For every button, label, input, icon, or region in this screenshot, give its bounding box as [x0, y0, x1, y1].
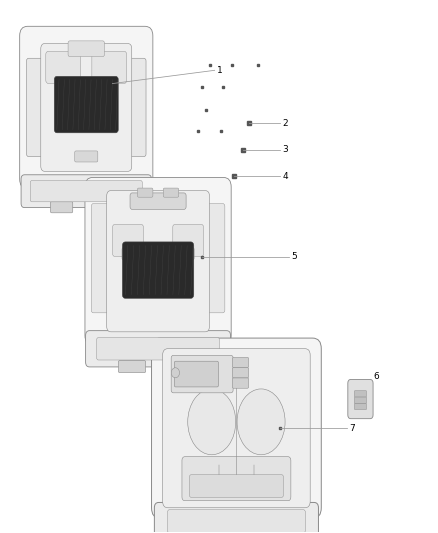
FancyBboxPatch shape — [27, 58, 45, 157]
Ellipse shape — [237, 389, 285, 455]
FancyBboxPatch shape — [41, 43, 132, 172]
FancyBboxPatch shape — [20, 26, 153, 189]
FancyBboxPatch shape — [173, 224, 204, 256]
FancyBboxPatch shape — [171, 356, 233, 393]
FancyBboxPatch shape — [122, 248, 141, 260]
FancyBboxPatch shape — [85, 330, 230, 367]
FancyBboxPatch shape — [354, 403, 367, 410]
Text: 2: 2 — [282, 119, 288, 128]
FancyBboxPatch shape — [21, 175, 152, 207]
FancyBboxPatch shape — [189, 475, 283, 497]
FancyBboxPatch shape — [152, 338, 321, 519]
FancyBboxPatch shape — [138, 188, 153, 197]
Text: 4: 4 — [282, 172, 288, 181]
FancyBboxPatch shape — [97, 337, 219, 360]
FancyBboxPatch shape — [30, 181, 142, 202]
FancyBboxPatch shape — [91, 204, 113, 313]
FancyBboxPatch shape — [50, 202, 73, 213]
FancyBboxPatch shape — [354, 391, 367, 397]
FancyBboxPatch shape — [233, 357, 249, 368]
FancyBboxPatch shape — [167, 510, 305, 533]
FancyBboxPatch shape — [113, 224, 143, 256]
FancyBboxPatch shape — [163, 188, 179, 197]
FancyBboxPatch shape — [154, 503, 318, 533]
FancyBboxPatch shape — [68, 41, 104, 56]
FancyBboxPatch shape — [130, 193, 186, 209]
FancyBboxPatch shape — [162, 349, 310, 508]
FancyBboxPatch shape — [174, 361, 219, 387]
FancyBboxPatch shape — [107, 191, 209, 332]
FancyBboxPatch shape — [182, 457, 291, 500]
FancyBboxPatch shape — [233, 368, 249, 378]
FancyBboxPatch shape — [204, 204, 225, 313]
FancyBboxPatch shape — [118, 360, 146, 373]
Text: 6: 6 — [374, 372, 379, 381]
Text: 3: 3 — [282, 146, 288, 155]
Ellipse shape — [188, 389, 236, 455]
Text: 7: 7 — [350, 424, 355, 433]
FancyBboxPatch shape — [74, 151, 98, 162]
FancyBboxPatch shape — [233, 378, 249, 388]
Text: 1: 1 — [217, 66, 223, 75]
Circle shape — [171, 368, 180, 378]
FancyBboxPatch shape — [122, 242, 194, 298]
FancyBboxPatch shape — [170, 360, 198, 373]
FancyBboxPatch shape — [92, 51, 127, 83]
FancyBboxPatch shape — [127, 58, 146, 157]
FancyBboxPatch shape — [85, 177, 231, 345]
Text: 5: 5 — [291, 253, 297, 262]
FancyBboxPatch shape — [100, 202, 122, 213]
FancyBboxPatch shape — [354, 397, 367, 403]
FancyBboxPatch shape — [348, 379, 373, 419]
FancyBboxPatch shape — [46, 51, 81, 83]
FancyBboxPatch shape — [54, 76, 118, 133]
FancyBboxPatch shape — [175, 248, 194, 260]
